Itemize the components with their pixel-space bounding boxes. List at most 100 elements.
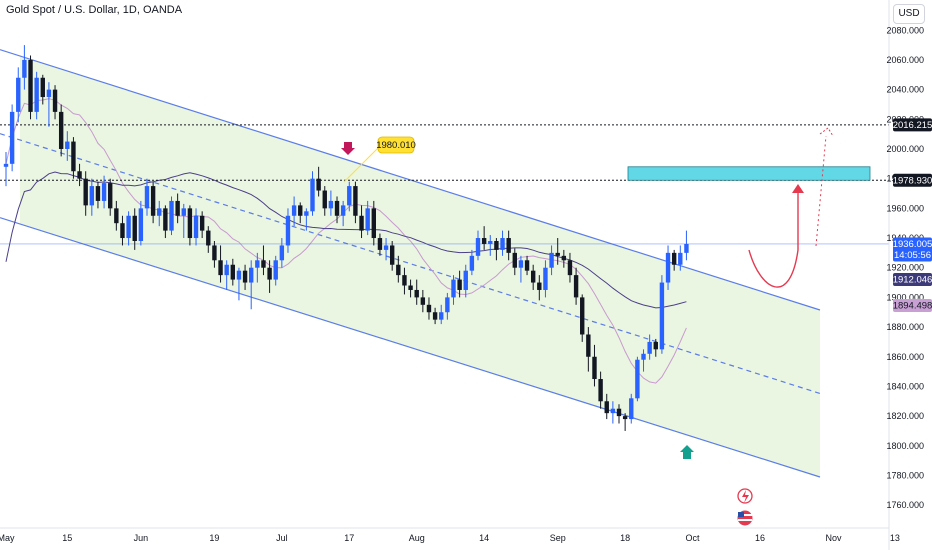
candle-down — [537, 282, 542, 290]
candle-up — [610, 408, 616, 414]
candle-down — [108, 183, 113, 209]
candle-down — [555, 252, 560, 256]
candle-down — [622, 416, 628, 420]
candle-down — [242, 270, 248, 283]
candle-down — [506, 238, 511, 253]
candle-down — [267, 267, 272, 280]
candle-down — [414, 289, 419, 298]
candle-down — [671, 252, 677, 265]
candle-down — [530, 270, 536, 283]
candle-down — [163, 208, 168, 231]
candle-down — [83, 178, 88, 206]
candle-down — [95, 186, 101, 201]
candle-up — [89, 186, 95, 206]
x-tick-label: Jul — [276, 533, 288, 543]
candle-down — [298, 205, 303, 216]
y-tick-label: 1780.000 — [886, 470, 924, 480]
candle-up — [101, 183, 107, 201]
candle-down — [353, 186, 358, 216]
price-label-value: 2016.215 — [893, 120, 932, 131]
candle-down — [616, 408, 622, 417]
flag-canton — [738, 512, 744, 517]
x-tick-label: 16 — [755, 533, 765, 543]
projection-arrowhead-icon — [792, 184, 804, 193]
candle-down — [494, 240, 499, 250]
x-tick-label: 19 — [209, 533, 219, 543]
candle-up — [647, 341, 652, 354]
price-label-badge — [893, 273, 932, 287]
y-tick-label: 1800.000 — [886, 441, 924, 451]
time-axis: May 15 Jun 19 Jul 17 Aug 14 Sep 18 Oct 16 Nov 13 — [0, 527, 900, 543]
y-tick-label: 2040.000 — [886, 85, 924, 95]
candle-down — [377, 238, 383, 250]
price-label-badge — [893, 118, 932, 132]
parallel-channel — [0, 49, 821, 478]
candle-up — [157, 208, 162, 216]
y-tick-label: 1920.000 — [886, 263, 924, 273]
candle-down — [573, 275, 579, 298]
candle-down — [524, 260, 530, 271]
y-tick-label: 1760.000 — [886, 500, 924, 510]
down-arrow-icon — [341, 142, 355, 155]
candle-down — [586, 334, 591, 357]
candle-up — [641, 353, 646, 360]
candle-down — [120, 223, 125, 239]
candle-up — [445, 297, 450, 313]
countdown-label: 14:05:56 — [894, 250, 931, 261]
currency-button[interactable]: USD — [893, 4, 925, 24]
candle-down — [396, 264, 401, 276]
callout-pointer — [343, 145, 381, 183]
candle-up — [138, 208, 144, 241]
candle-up — [273, 260, 278, 280]
candle-down — [71, 141, 76, 172]
price-label-badge — [893, 173, 932, 187]
candle-down — [322, 190, 327, 209]
candle-up — [224, 264, 229, 276]
chart-title: Gold Spot / U.S. Dollar, 1D, OANDA — [6, 4, 183, 16]
candle-down — [199, 215, 205, 231]
candle-up — [181, 208, 186, 216]
candle-up — [279, 245, 285, 261]
y-tick-label: 1860.000 — [886, 352, 924, 362]
candle-down — [653, 341, 658, 350]
x-tick-label: 17 — [344, 533, 354, 543]
candle-down — [175, 200, 180, 216]
candle-down — [150, 186, 156, 216]
candle-down — [567, 260, 573, 276]
candle-up — [285, 215, 291, 246]
candle-down — [230, 264, 236, 280]
candle-up — [365, 208, 370, 231]
candle-up — [439, 312, 444, 320]
channel-fill — [20, 56, 820, 477]
candle-down — [114, 208, 119, 224]
price-label-value: 1912.046 — [893, 275, 932, 286]
lightning-glyph-icon — [742, 490, 749, 503]
horizontal-levels — [0, 124, 889, 245]
candle-down — [132, 215, 137, 241]
candle-down — [334, 200, 340, 216]
candle-down — [481, 238, 487, 244]
candle-down — [28, 59, 33, 112]
candle-down — [218, 260, 223, 276]
projection-dotted-arrowhead-icon — [819, 127, 834, 137]
candle-up — [500, 238, 505, 250]
ma-fast-line — [5, 98, 687, 384]
candle-up — [659, 282, 665, 350]
candle-up — [236, 270, 242, 280]
candle-down — [52, 89, 58, 112]
annotations: 1980.010 — [341, 127, 834, 527]
candle-down — [212, 245, 217, 261]
candle-up — [34, 77, 39, 112]
candle-up — [169, 200, 174, 231]
candle-up — [463, 270, 468, 290]
candle-down — [40, 77, 45, 98]
candle-up — [328, 200, 334, 209]
candle-up — [347, 186, 352, 206]
candle-down — [420, 297, 426, 305]
candle-up — [684, 243, 689, 253]
candle-down — [598, 379, 603, 402]
up-arrow-icon — [680, 445, 694, 459]
candle-up — [144, 186, 150, 209]
x-tick-label: 15 — [62, 533, 72, 543]
